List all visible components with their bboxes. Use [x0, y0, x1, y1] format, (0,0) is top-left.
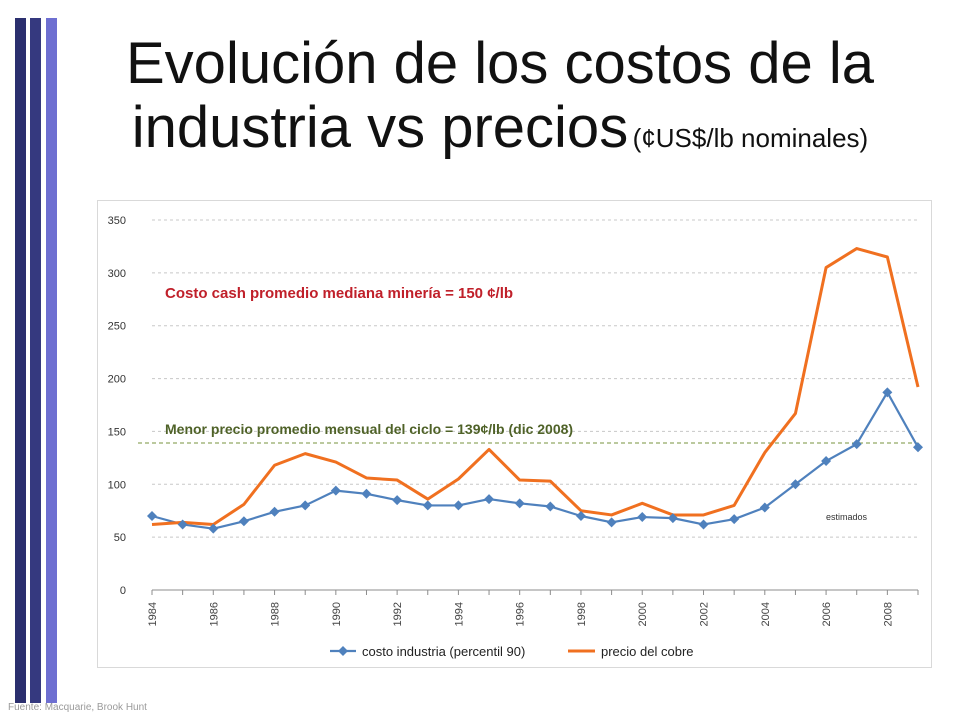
- cost-data-point: [484, 494, 495, 505]
- y-tick-label: 350: [108, 215, 126, 227]
- title-line-1: Evolución de los costos de la: [126, 31, 874, 96]
- x-tick-label: 1996: [515, 602, 527, 626]
- cost-data-point: [514, 498, 525, 509]
- cost-data-point: [667, 513, 678, 524]
- cost-data-point: [913, 442, 923, 453]
- y-tick-label: 250: [108, 321, 126, 333]
- x-tick-label: 2004: [760, 602, 772, 626]
- y-tick-label: 300: [108, 268, 126, 280]
- cost-data-point: [422, 500, 433, 511]
- cost-data-point: [759, 502, 770, 513]
- cost-data-point: [453, 500, 464, 511]
- cost-data-point: [790, 479, 801, 490]
- source-note: Fuente: Macquarie, Brook Hunt: [8, 702, 147, 713]
- y-tick-label: 150: [108, 426, 126, 438]
- y-tick-label: 50: [114, 532, 126, 544]
- x-tick-label: 2006: [821, 602, 833, 626]
- cost-data-point: [238, 516, 249, 527]
- min-price-annotation: Menor precio promedio mensual del ciclo …: [165, 421, 573, 437]
- cost-data-point: [606, 517, 617, 528]
- decorative-bar-mid: [30, 18, 41, 703]
- chart-area: 0 50 100 150 200 250 300 350 1984 1986 1988 1990 199…: [97, 200, 932, 668]
- cost-data-point: [545, 501, 556, 512]
- cost-data-point: [729, 514, 740, 525]
- decorative-bar-dark: [15, 18, 26, 703]
- cost-data-point: [177, 519, 188, 530]
- line-chart: 0 50 100 150 200 250 300 350 1984 1986 1988 1990 199…: [108, 215, 923, 659]
- legend-price-label: precio del cobre: [601, 644, 694, 659]
- slide-title: Evolución de los costos de la industria …: [60, 32, 940, 160]
- x-tick-label: 1986: [208, 602, 220, 626]
- cost-data-point: [361, 488, 372, 499]
- price-series-line: [151, 247, 920, 526]
- title-subtitle: (¢US$/lb nominales): [632, 122, 869, 153]
- title-line-2: industria vs precios: [131, 94, 629, 160]
- cost-data-point: [208, 523, 219, 534]
- x-tick-label: 1988: [270, 602, 282, 626]
- decorative-bar-light: [46, 18, 57, 703]
- x-tick-label: 1990: [331, 602, 343, 626]
- cost-data-point: [698, 519, 709, 530]
- x-tick-label: 1992: [392, 602, 404, 626]
- x-tick-label: 2000: [637, 602, 649, 626]
- cost-data-point: [637, 512, 648, 523]
- x-tick-label: 2008: [882, 602, 894, 626]
- cost-data-point: [330, 485, 341, 496]
- legend-cost-marker: [338, 646, 348, 656]
- cost-data-point: [147, 511, 157, 521]
- cost-data-point: [575, 511, 586, 521]
- y-tick-label: 100: [108, 479, 126, 491]
- y-tick-label: 200: [108, 374, 126, 386]
- x-tick-label: 1984: [147, 602, 159, 626]
- cost-annotation: Costo cash promedio mediana minería = 15…: [165, 285, 513, 302]
- estimated-annotation: estimados: [826, 512, 868, 522]
- x-tick-label: 1998: [576, 602, 588, 626]
- cost-data-point: [821, 456, 832, 467]
- cost-data-point: [851, 439, 862, 450]
- cost-data-point: [392, 495, 403, 506]
- x-tick-label: 1994: [453, 602, 465, 626]
- y-tick-label: 0: [120, 585, 126, 597]
- cost-series-line: [151, 391, 919, 530]
- legend-cost-label: costo industria (percentil 90): [362, 644, 525, 659]
- cost-data-point: [300, 500, 311, 511]
- cost-data-point: [269, 506, 280, 517]
- cost-data-point: [882, 387, 893, 398]
- x-tick-label: 2002: [699, 602, 711, 626]
